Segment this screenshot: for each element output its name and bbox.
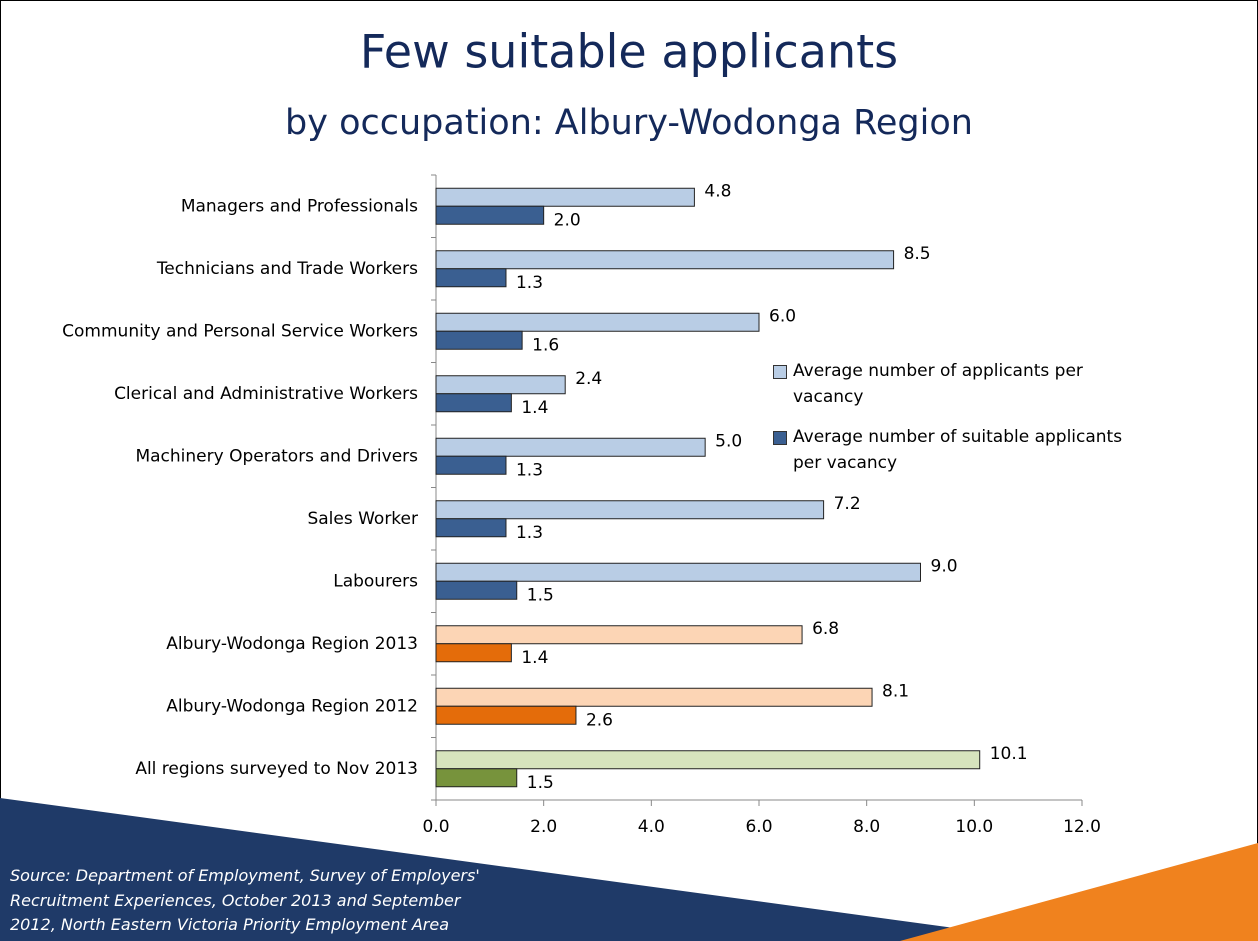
bar xyxy=(435,768,518,788)
y-tick-label: Technicians and Trade Workers xyxy=(156,259,418,279)
value-label: 2.6 xyxy=(586,710,613,730)
bar xyxy=(435,330,523,350)
bar xyxy=(435,250,895,270)
bar xyxy=(435,187,695,207)
bar xyxy=(435,705,577,725)
bar xyxy=(435,268,507,288)
y-tick-label: All regions surveyed to Nov 2013 xyxy=(135,759,418,779)
bar xyxy=(435,393,512,413)
bar xyxy=(435,687,873,707)
bar xyxy=(435,562,921,582)
bar xyxy=(435,643,512,663)
bar xyxy=(435,580,518,600)
bar xyxy=(435,750,981,770)
y-tick-label: Labourers xyxy=(333,571,418,591)
legend-item: Average number of suitable applicants pe… xyxy=(773,424,1123,476)
value-label: 6.8 xyxy=(812,619,839,639)
legend-swatch xyxy=(773,431,787,445)
value-label: 2.0 xyxy=(554,210,581,230)
value-label: 8.1 xyxy=(882,681,909,701)
chart-title: Few suitable applicants xyxy=(360,25,898,79)
source-line: 2012, North Eastern Victoria Priority Em… xyxy=(10,915,450,934)
legend-swatch xyxy=(773,365,787,379)
legend-label: Average number of applicants per vacancy xyxy=(793,361,1083,407)
bar xyxy=(435,312,760,332)
source-line: Source: Department of Employment, Survey… xyxy=(10,866,480,885)
x-tick-label: 4.0 xyxy=(638,817,665,837)
value-label: 9.0 xyxy=(931,556,958,576)
value-label: 1.4 xyxy=(521,398,548,418)
value-label: 4.8 xyxy=(704,181,731,201)
bar xyxy=(435,518,507,538)
y-tick-label: Clerical and Administrative Workers xyxy=(114,384,418,404)
bar xyxy=(435,437,706,457)
y-tick-label: Community and Personal Service Workers xyxy=(62,321,418,341)
x-tick-label: 6.0 xyxy=(745,817,772,837)
legend-item: Average number of applicants per vacancy xyxy=(773,358,1123,410)
y-tick-label: Albury-Wodonga Region 2013 xyxy=(166,634,418,654)
source-line: Recruitment Experiences, October 2013 an… xyxy=(10,891,461,910)
value-label: 1.5 xyxy=(527,585,554,605)
x-tick-label: 12.0 xyxy=(1063,817,1101,837)
value-label: 1.3 xyxy=(516,273,543,293)
x-tick-label: 10.0 xyxy=(955,817,993,837)
value-label: 1.6 xyxy=(532,335,559,355)
value-label: 1.4 xyxy=(521,648,548,668)
bar xyxy=(435,500,825,520)
value-label: 6.0 xyxy=(769,306,796,326)
x-tick-label: 0.0 xyxy=(422,817,449,837)
value-label: 1.3 xyxy=(516,523,543,543)
bar xyxy=(435,375,566,395)
y-tick-label: Albury-Wodonga Region 2012 xyxy=(166,696,418,716)
x-tick-label: 2.0 xyxy=(530,817,557,837)
legend-label: Average number of suitable applicants pe… xyxy=(793,427,1123,473)
value-label: 10.1 xyxy=(990,744,1028,764)
y-tick-label: Machinery Operators and Drivers xyxy=(135,446,418,466)
value-label: 1.5 xyxy=(527,773,554,793)
value-label: 5.0 xyxy=(715,431,742,451)
x-tick-label: 8.0 xyxy=(853,817,880,837)
decor-orange xyxy=(900,843,1258,941)
value-label: 2.4 xyxy=(575,369,602,389)
value-label: 7.2 xyxy=(834,494,861,514)
bar xyxy=(435,455,507,475)
bar xyxy=(435,625,803,645)
bar xyxy=(435,205,545,225)
decor-navy xyxy=(0,798,1050,941)
y-tick-label: Managers and Professionals xyxy=(181,196,418,216)
y-tick-label: Sales Worker xyxy=(307,509,418,529)
chart-subtitle: by occupation: Albury-Wodonga Region xyxy=(285,103,973,143)
value-label: 1.3 xyxy=(516,460,543,480)
value-label: 8.5 xyxy=(904,244,931,264)
